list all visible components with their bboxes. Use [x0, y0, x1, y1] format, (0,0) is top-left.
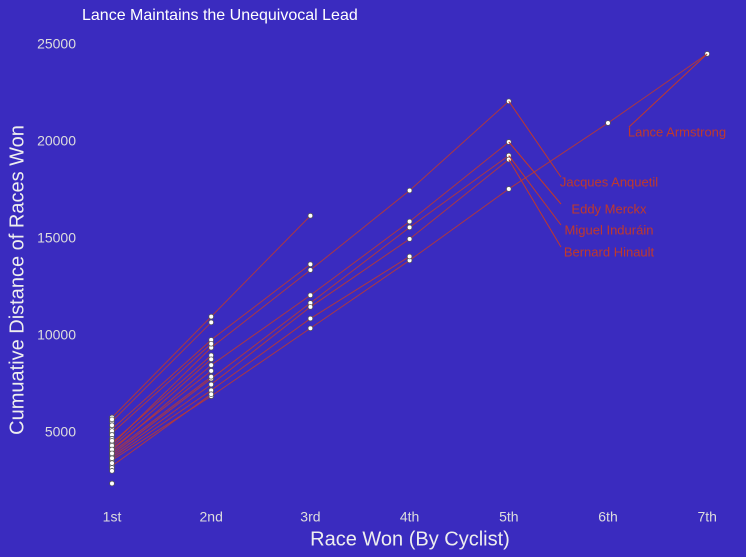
data-point [406, 224, 413, 231]
series-line [111, 355, 212, 444]
series-label: Jacques Anquetil [560, 174, 658, 189]
data-point [208, 373, 215, 380]
series-line [111, 322, 212, 422]
label-leader [508, 155, 562, 226]
data-point [109, 416, 115, 423]
data-point [109, 480, 115, 487]
data-point [208, 368, 215, 374]
series-label: Bernard Hinault [564, 244, 655, 259]
y-tick-label: 10000 [37, 327, 76, 343]
x-tick-label: 4th [400, 509, 419, 525]
data-point [109, 468, 115, 474]
data-point [208, 319, 215, 326]
chart-title: Lance Maintains the Unequivocal Lead [82, 7, 358, 24]
data-point [109, 437, 115, 444]
data-point [208, 356, 215, 363]
series-line [111, 370, 212, 449]
label-leader [508, 100, 562, 178]
data-point [406, 218, 413, 225]
data-point [406, 187, 413, 194]
series-line [111, 343, 212, 434]
label-leader [628, 53, 708, 128]
data-point [109, 455, 115, 462]
y-tick-label: 25000 [37, 36, 76, 52]
data-point [605, 120, 611, 126]
data-point [307, 304, 314, 310]
y-tick-label: 5000 [45, 424, 76, 440]
data-point [307, 267, 314, 273]
y-axis-label: Cumuative Distance of Races Won [6, 125, 28, 435]
data-point [109, 450, 115, 457]
data-point [208, 313, 215, 320]
x-axis-label: Race Won (By Cyclist) [310, 528, 510, 550]
label-leader [508, 141, 562, 205]
series-label: Miguel Induráin [565, 222, 654, 237]
series-line [111, 358, 212, 447]
x-tick-label: 6th [598, 509, 617, 525]
data-point [307, 325, 314, 332]
data-point [109, 460, 115, 466]
data-point [307, 261, 314, 268]
series-label: Lance Armstrong [628, 124, 726, 139]
label-leader [508, 159, 562, 248]
data-point [406, 253, 413, 260]
x-tick-label: 2nd [200, 509, 223, 525]
x-tick-label: 3rd [300, 509, 320, 525]
data-point [208, 362, 215, 368]
data-point [307, 292, 314, 299]
data-point [208, 340, 215, 347]
x-tick-label: 7th [697, 509, 716, 525]
series-line [111, 376, 212, 453]
data-point [406, 236, 413, 242]
series-label: Eddy Merckx [571, 201, 647, 216]
y-tick-label: 15000 [37, 230, 76, 246]
series-line [111, 256, 410, 459]
data-point [208, 381, 215, 388]
data-point [109, 422, 115, 429]
series-line [111, 393, 212, 467]
data-point [307, 212, 314, 219]
x-tick-label: 1st [103, 509, 122, 525]
data-point [307, 315, 314, 322]
x-tick-label: 5th [499, 509, 518, 525]
data-point [208, 391, 215, 398]
y-tick-label: 20000 [37, 133, 76, 149]
data-point [505, 186, 512, 192]
